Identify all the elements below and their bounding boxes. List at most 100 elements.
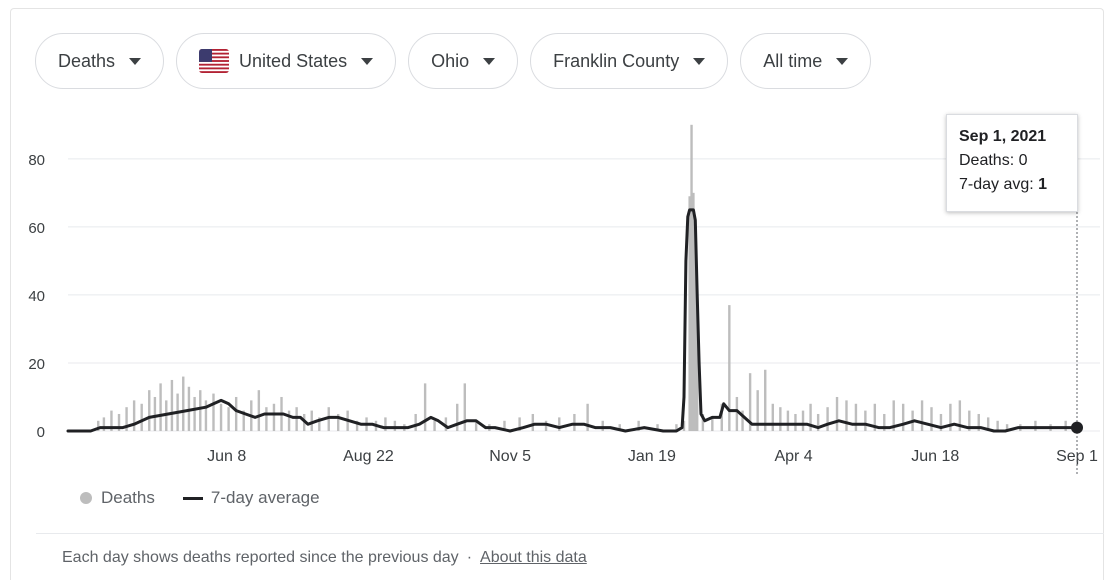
death-bar xyxy=(692,192,695,431)
death-bar xyxy=(920,400,924,431)
death-bar xyxy=(444,417,448,431)
x-tick-label: Jun 8 xyxy=(207,448,246,465)
death-bar xyxy=(295,407,298,431)
death-bar xyxy=(741,410,744,431)
about-data-link[interactable]: About this data xyxy=(480,549,587,566)
death-bar xyxy=(675,424,678,431)
death-bar xyxy=(968,410,971,431)
death-bar xyxy=(786,410,790,431)
death-bar xyxy=(996,420,999,431)
dropdown-caret-icon xyxy=(836,57,849,65)
death-bar xyxy=(977,413,980,431)
death-bar xyxy=(272,403,276,431)
death-bar xyxy=(1005,424,1009,431)
death-bar xyxy=(826,407,829,431)
death-bar xyxy=(531,413,535,431)
filter-chip-united-states[interactable]: United States xyxy=(176,33,397,89)
death-bar xyxy=(204,400,208,431)
us-flag-icon xyxy=(199,49,230,73)
filter-chip-franklin-county[interactable]: Franklin County xyxy=(530,33,729,89)
death-bar xyxy=(170,379,174,431)
filter-chip-deaths[interactable]: Deaths xyxy=(35,33,165,89)
death-bar xyxy=(456,403,459,431)
death-bar xyxy=(794,413,797,431)
death-bar xyxy=(756,390,759,431)
chart-card xyxy=(10,8,1104,580)
death-bar xyxy=(257,390,261,431)
death-bar xyxy=(132,400,136,431)
death-bar xyxy=(355,420,359,431)
death-bar xyxy=(854,403,858,431)
death-bar xyxy=(735,396,739,431)
death-bar xyxy=(518,417,521,431)
x-tick-label: Apr 4 xyxy=(774,448,812,465)
death-bar xyxy=(219,403,223,431)
filter-chip-label: Deaths xyxy=(58,50,116,71)
x-axis: Jun 8 Aug 22 Nov 5 Jan 19 Apr 4 Jun 18 Sep 1 xyxy=(207,448,1098,465)
y-axis: 0 20 40 60 80 xyxy=(28,152,45,441)
death-bar xyxy=(764,369,767,431)
death-bar xyxy=(728,305,731,431)
death-bar xyxy=(690,124,693,431)
hover-point xyxy=(1071,421,1083,434)
death-bar xyxy=(287,410,291,431)
death-bar xyxy=(682,420,686,431)
death-bar xyxy=(694,226,697,431)
death-bar xyxy=(558,417,561,431)
x-tick-label: Jan 19 xyxy=(628,448,676,465)
footer-note: Each day shows deaths reported since the… xyxy=(62,549,459,566)
death-bar xyxy=(864,410,867,431)
death-bar xyxy=(930,407,933,431)
death-bar xyxy=(337,413,340,431)
divider xyxy=(36,533,1104,534)
death-bar xyxy=(586,403,589,431)
death-bar xyxy=(845,400,848,431)
death-bar xyxy=(656,424,659,431)
death-bar xyxy=(125,407,128,431)
y-tick-label: 80 xyxy=(28,152,45,169)
filter-chip-ohio[interactable]: Ohio xyxy=(408,33,519,89)
death-bar xyxy=(1034,420,1037,431)
death-bar xyxy=(986,417,990,431)
legend-line-icon xyxy=(182,496,203,500)
death-bar xyxy=(801,410,805,431)
filter-chip-label: United States xyxy=(239,50,348,71)
death-bar xyxy=(958,400,962,431)
y-tick-label: 40 xyxy=(28,288,45,305)
death-bar xyxy=(212,393,215,431)
y-tick-label: 20 xyxy=(28,356,45,373)
death-bar xyxy=(816,413,820,431)
death-bar xyxy=(771,403,774,431)
death-bar xyxy=(720,403,723,431)
death-bar xyxy=(873,403,877,431)
death-bar xyxy=(601,420,604,431)
death-bar xyxy=(159,383,162,431)
legend-dot-icon xyxy=(80,492,92,504)
death-bar xyxy=(414,413,417,431)
death-bar xyxy=(433,420,436,431)
death-bar xyxy=(637,420,640,431)
death-bar xyxy=(242,410,245,431)
death-bar xyxy=(835,396,839,431)
legend-bars-label: Deaths xyxy=(101,488,155,507)
legend: Deaths 7-day average xyxy=(80,488,320,508)
y-tick-label: 60 xyxy=(28,220,45,237)
death-bar xyxy=(97,420,100,431)
death-bar xyxy=(265,407,268,431)
x-tick-label: Jun 18 xyxy=(911,448,959,465)
death-bar xyxy=(102,417,106,431)
filter-chip-label: All time xyxy=(763,50,823,71)
death-bar xyxy=(883,413,886,431)
death-bar xyxy=(748,373,752,431)
line-series xyxy=(66,208,1079,433)
footer: Each day shows deaths reported since the… xyxy=(62,549,587,567)
filter-chip-all-time[interactable]: All time xyxy=(740,33,872,89)
death-bar xyxy=(199,390,202,431)
filter-chip-label: Franklin County xyxy=(553,50,680,71)
death-bar xyxy=(384,417,387,431)
death-bar xyxy=(227,407,230,431)
death-bar xyxy=(939,413,943,431)
death-bar xyxy=(949,403,952,431)
death-bar xyxy=(393,420,397,431)
